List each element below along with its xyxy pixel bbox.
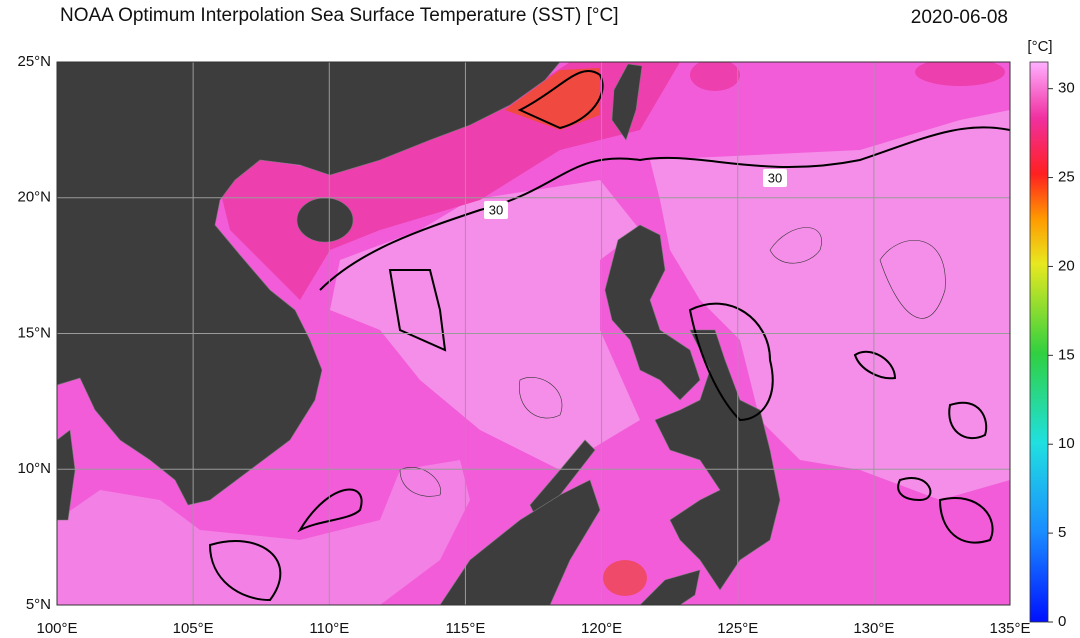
colorbar-tick-label: 20: [1058, 257, 1075, 274]
contour: [853, 350, 897, 380]
lat-label: 10°N: [17, 460, 51, 477]
contour: [897, 477, 932, 502]
hot-patch: [603, 560, 647, 596]
warm-patch: [57, 460, 470, 605]
warm-patch: [650, 110, 1010, 500]
contour: [938, 497, 994, 544]
isotherm: [769, 227, 822, 264]
contour: [688, 302, 774, 422]
land: [611, 63, 643, 141]
lat-label: 20°N: [17, 189, 51, 206]
lon-label: 115°E: [445, 620, 485, 637]
labels: 100°E 105°E 110°E 115°E 120°E 125°E 130°E 135°E…: [17, 53, 1030, 637]
contour: [948, 401, 988, 440]
lon-label: 135°E: [989, 620, 1030, 637]
warm-patch: [330, 180, 640, 470]
colorbar-tick-label: 15: [1058, 346, 1075, 363]
land: [296, 197, 354, 243]
contour: [208, 540, 282, 602]
lat-label: 15°N: [17, 324, 51, 341]
contour-label: 30: [768, 170, 782, 185]
contour-label-bg: [484, 201, 508, 219]
colorbar: [1029, 61, 1049, 623]
lon-label: 125°E: [717, 620, 758, 637]
land: [639, 569, 701, 605]
lat-label: 25°N: [17, 53, 51, 70]
title: NOAA Optimum Interpolation Sea Surface T…: [60, 5, 618, 26]
lon-label: 100°E: [36, 620, 77, 637]
colorbar-tick-label: 10: [1058, 435, 1075, 452]
contour: [297, 488, 363, 533]
colorbar-tick-label: 25: [1058, 169, 1075, 186]
contour-label-bg: [763, 169, 787, 187]
lon-label: 120°E: [581, 620, 622, 637]
map-frame: [56, 61, 1011, 606]
hot-patch: [690, 62, 740, 91]
lat-label: 5°N: [26, 596, 51, 613]
colorbar-tick-label: 5: [1058, 524, 1066, 541]
isotherm: [879, 240, 946, 319]
colorbar-label: [°C]: [1027, 38, 1052, 55]
contour: [388, 269, 447, 352]
land: [439, 479, 601, 605]
contour: [517, 69, 604, 130]
colorbar-tick-label: 0: [1058, 613, 1066, 630]
isotherm: [519, 377, 563, 419]
colorbar-tick-label: 30: [1058, 80, 1075, 97]
colorbar-ticks: 0 5 10 15 20 25 30: [1048, 80, 1075, 630]
contour: [319, 126, 1010, 291]
lon-label: 110°E: [309, 620, 349, 637]
lon-label: 105°E: [173, 620, 214, 637]
lon-label: 130°E: [853, 620, 894, 637]
land: [57, 429, 76, 521]
map: [57, 62, 1010, 605]
land: [604, 224, 701, 401]
hot-patch: [915, 62, 1005, 86]
date: 2020-06-08: [911, 7, 1008, 28]
contour-label: 30: [489, 202, 503, 217]
land: [654, 329, 781, 591]
land: [57, 62, 561, 506]
